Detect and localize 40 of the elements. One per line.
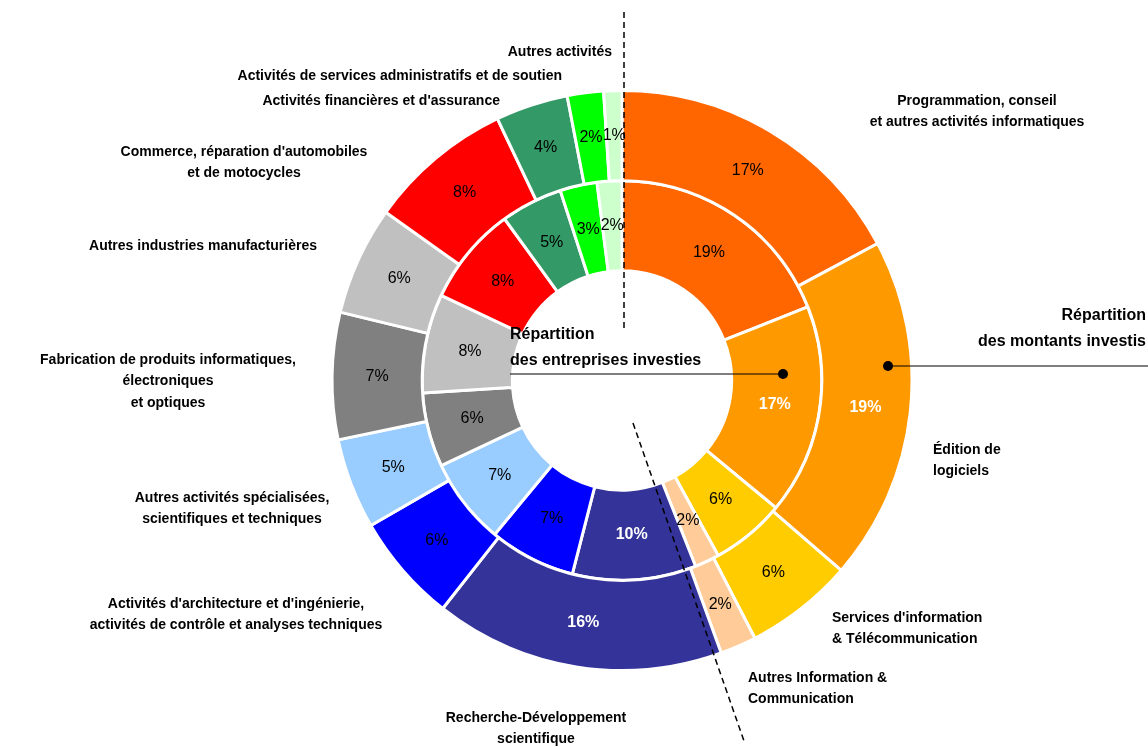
data-label: 8% (491, 272, 515, 290)
data-label: 5% (381, 458, 405, 476)
slice-label: Activités financières et d'assurance (262, 91, 501, 108)
data-label: 16% (567, 612, 600, 630)
slice-label: Répartition des entreprises investies (510, 325, 702, 369)
data-label: 2% (579, 127, 603, 145)
data-label: 6% (387, 269, 411, 287)
slice-label: Recherche-Développement scientifique (445, 708, 627, 747)
data-label: 8% (458, 341, 482, 359)
data-label: 6% (460, 409, 484, 427)
slice-label: Fabrication de produits informatiques, électroniques et optiques (40, 350, 296, 410)
data-label: 7% (365, 367, 389, 385)
data-label: 7% (540, 508, 564, 526)
data-label: 2% (708, 595, 732, 613)
slice-label: Autres activités spécialisées, scientifiques et techniques (134, 488, 330, 527)
data-label: 17% (758, 395, 791, 413)
data-label: 17% (731, 160, 764, 178)
data-label: 19% (692, 242, 725, 260)
data-label: 6% (425, 531, 449, 549)
data-label: 10% (615, 525, 648, 543)
slice-label: Autres Information & Communication (748, 668, 888, 707)
data-label: 2% (676, 510, 700, 528)
slice-label: Programmation, conseil et autres activités informatiques (869, 91, 1085, 130)
slice-label: Autres activités (507, 42, 613, 59)
data-label: 8% (453, 183, 477, 201)
slice-label: Autres industries manufacturières (89, 236, 318, 253)
data-label: 5% (540, 233, 564, 251)
data-label: 6% (761, 563, 785, 581)
data-label: 2% (600, 216, 624, 234)
data-label: 6% (709, 490, 733, 508)
slice-label: Commerce, réparation d'automobiles et de motocycles (120, 142, 368, 181)
data-label: 7% (488, 465, 512, 483)
slice-label: Répartition des montants investis (977, 306, 1147, 350)
slice-label: Activités d'architecture et d'ingénierie, activités de contrôle et analyses techniques (89, 594, 383, 633)
slice-label: Édition de logiciels (933, 440, 1001, 479)
data-label: 19% (849, 398, 882, 416)
data-label: 4% (534, 138, 558, 156)
slice-label: Services d'information & Télécommunication (832, 608, 983, 647)
data-label: 3% (576, 219, 600, 237)
slice-label: Activités de services administratifs et de soutien (237, 66, 562, 83)
